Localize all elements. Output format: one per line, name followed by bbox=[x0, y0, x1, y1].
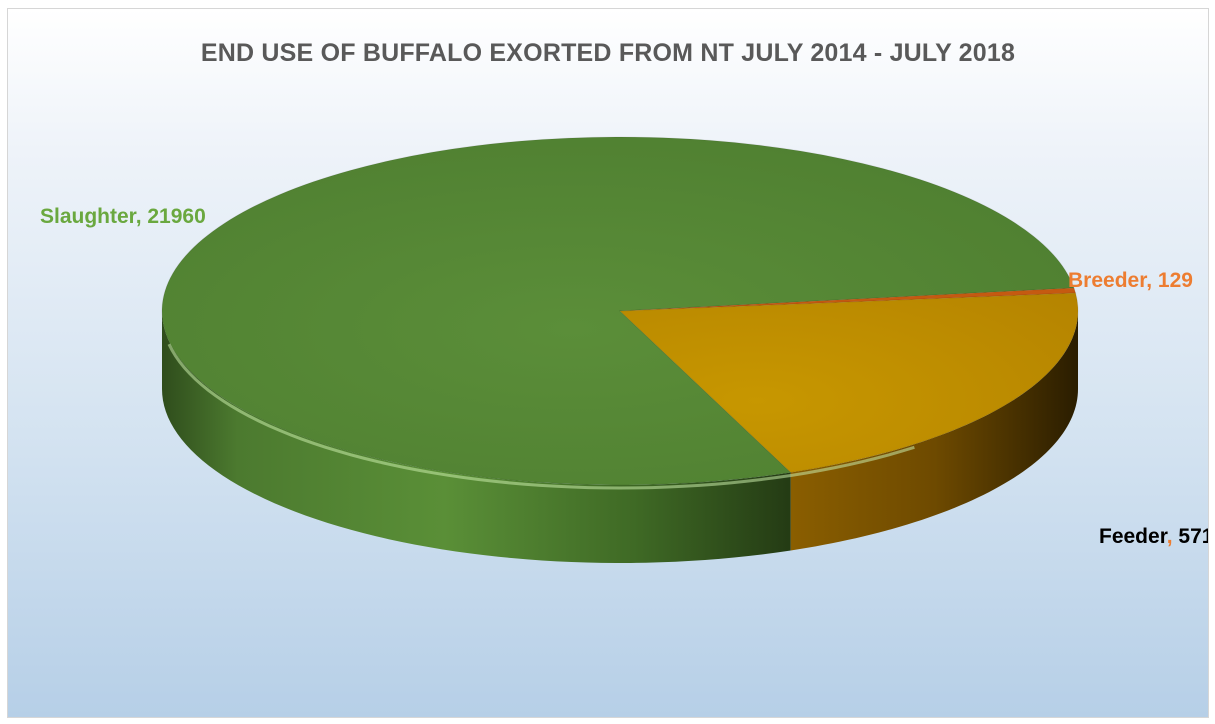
data-label-slaughter: Slaughter, 21960 bbox=[40, 205, 206, 228]
pie-side-feeder bbox=[790, 311, 1078, 551]
label-breeder-category: Breeder bbox=[1068, 269, 1147, 292]
pie-side-slaughter bbox=[162, 311, 791, 563]
chart-area: END USE OF BUFFALO EXORTED FROM NT JULY … bbox=[7, 8, 1209, 718]
label-slaughter-category: Slaughter bbox=[40, 205, 136, 228]
label-breeder-value: 129 bbox=[1157, 269, 1193, 292]
pie-slice-feeder bbox=[618, 292, 1079, 473]
pie-rim-highlight bbox=[167, 343, 915, 490]
pie-chart bbox=[161, 136, 1079, 563]
label-feeder-category: Feeder bbox=[1099, 525, 1167, 548]
label-slaughter-value: 21960 bbox=[147, 205, 206, 228]
data-label-breeder: Breeder, 129 bbox=[1068, 269, 1193, 292]
data-label-feeder: Feeder, 5719 bbox=[1099, 525, 1208, 549]
pie-slice-slaughter bbox=[161, 136, 1075, 486]
chart-title: END USE OF BUFFALO EXORTED FROM NT JULY … bbox=[200, 39, 1016, 67]
label-feeder-value: 5719 bbox=[1178, 525, 1208, 548]
pie-slice-breeder bbox=[619, 287, 1077, 312]
